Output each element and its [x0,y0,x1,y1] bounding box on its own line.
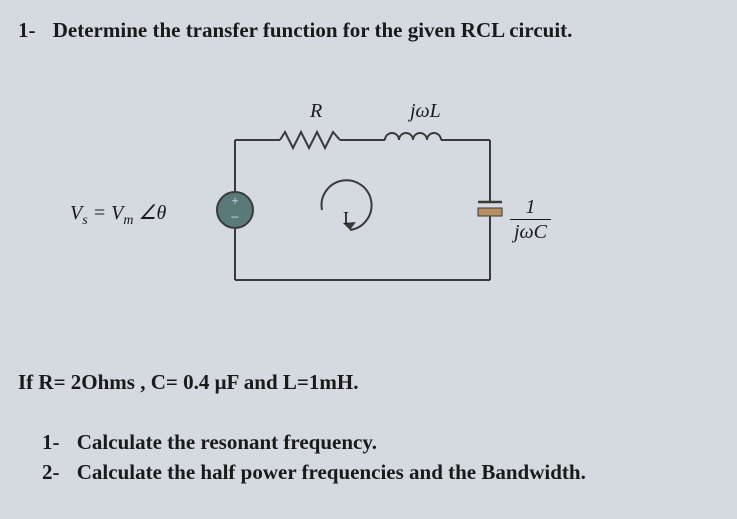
vs-prefix: V [70,202,82,224]
vm-sub: m [123,213,133,228]
question-number: 1- [18,18,36,42]
label-inductor: jωL [410,100,441,123]
subquestion-1: 1- Calculate the resonant frequency. [42,430,377,455]
subq2-number: 2- [42,460,60,484]
label-source: Vs = Vm ∠θ [70,200,166,229]
jwc-den: jωC [510,220,551,244]
angle: ∠θ [139,202,167,224]
subq1-number: 1- [42,430,60,454]
label-resistor: R [310,100,322,123]
vs-sub: s [82,213,87,228]
subq2-text: Calculate the half power frequencies and… [77,460,586,484]
label-capacitor: 1 jωC [510,195,551,244]
question-text: Determine the transfer function for the … [53,18,573,42]
circuit-svg: + − [140,110,560,310]
subq1-text: Calculate the resonant frequency. [77,430,377,454]
subquestion-2: 2- Calculate the half power frequencies … [42,460,586,485]
given-values: If R= 2Ohms , C= 0.4 μF and L=1mH. [18,370,358,395]
label-current: I [343,208,349,229]
jwc-num: 1 [510,195,551,220]
svg-text:+: + [231,193,238,208]
svg-text:−: − [231,210,239,226]
circuit-diagram: + − R jωL I Vs = Vm ∠θ 1 jωC [140,100,560,300]
question-header: 1- Determine the transfer function for t… [18,18,719,43]
vm-prefix: = V [93,202,124,224]
